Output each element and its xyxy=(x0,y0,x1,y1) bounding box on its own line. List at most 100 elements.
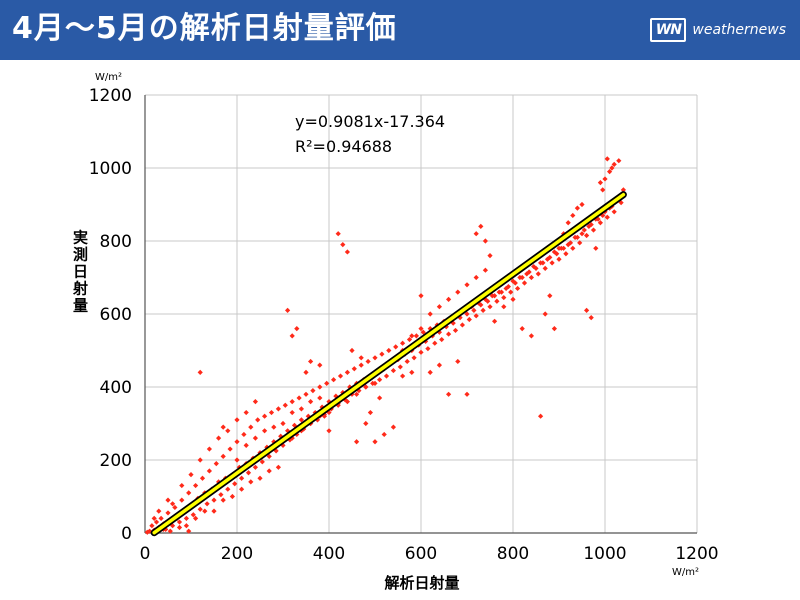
data-point xyxy=(176,524,183,531)
data-point xyxy=(239,475,245,481)
data-point xyxy=(413,333,419,339)
data-point xyxy=(193,482,199,489)
data-point xyxy=(179,482,185,489)
page-title: 4月〜5月の解析日射量評価 xyxy=(12,11,397,46)
data-point xyxy=(567,240,574,246)
data-point xyxy=(289,333,295,339)
data-point xyxy=(220,453,226,459)
data-point xyxy=(473,231,479,237)
data-point xyxy=(604,156,610,162)
y-tick-label: 1000 xyxy=(89,159,132,179)
data-point xyxy=(503,285,509,292)
data-point xyxy=(211,508,217,514)
data-point xyxy=(213,461,219,467)
data-point xyxy=(165,497,171,503)
data-point xyxy=(455,289,461,295)
data-point xyxy=(466,316,472,323)
data-point xyxy=(381,431,387,438)
data-point xyxy=(321,413,327,419)
data-point xyxy=(443,324,449,330)
data-point xyxy=(289,399,295,405)
x-tick-label: 200 xyxy=(221,544,253,564)
data-point xyxy=(455,358,461,365)
data-point xyxy=(528,333,534,339)
data-point xyxy=(563,251,569,257)
data-point xyxy=(597,180,603,186)
data-point xyxy=(199,475,206,481)
data-point xyxy=(487,253,493,259)
data-point xyxy=(521,280,528,286)
r-squared-label: R²=0.94688 xyxy=(295,137,392,156)
data-point xyxy=(620,187,626,193)
data-point xyxy=(510,278,516,284)
data-point xyxy=(340,242,346,248)
axis-labels: y=0.9081x-17.364 R²=0.94688 W/m² W/m² 解析日射量 実… xyxy=(71,72,699,592)
data-point xyxy=(464,282,470,288)
data-point xyxy=(439,336,445,343)
data-point xyxy=(183,523,189,529)
data-point xyxy=(508,289,514,295)
data-point xyxy=(225,428,231,434)
y-unit-label: W/m² xyxy=(95,72,122,83)
data-point xyxy=(268,409,275,416)
data-point xyxy=(584,232,590,239)
data-point xyxy=(377,377,383,383)
data-point xyxy=(176,519,183,525)
data-point xyxy=(574,234,580,240)
data-point xyxy=(519,274,525,281)
data-point xyxy=(457,315,463,321)
data-point xyxy=(349,347,355,354)
data-point xyxy=(519,326,525,332)
data-point xyxy=(298,417,304,423)
data-point xyxy=(324,380,330,386)
header-bar: 4月〜5月の解析日射量評価 WN weathernews xyxy=(0,0,800,60)
data-point xyxy=(206,446,212,452)
data-point xyxy=(505,284,511,290)
data-point xyxy=(561,245,567,251)
data-point xyxy=(409,333,415,339)
data-point xyxy=(344,399,350,405)
data-point xyxy=(234,439,240,445)
x-tick-label: 800 xyxy=(497,544,529,564)
data-point xyxy=(259,459,265,465)
data-point xyxy=(271,424,277,430)
data-point xyxy=(432,340,438,346)
data-point xyxy=(406,336,413,343)
data-point xyxy=(604,214,610,220)
data-point xyxy=(186,528,192,534)
data-point xyxy=(540,260,546,266)
data-point xyxy=(556,256,562,262)
data-point xyxy=(285,428,291,434)
data-point xyxy=(515,285,521,292)
data-point xyxy=(294,431,300,438)
data-point xyxy=(464,311,470,317)
data-point xyxy=(296,395,302,401)
data-point xyxy=(377,395,383,401)
y-tick-label: 400 xyxy=(100,378,132,398)
data-point xyxy=(584,307,590,313)
data-point xyxy=(252,435,258,441)
data-point xyxy=(531,263,537,270)
data-point xyxy=(206,468,212,474)
data-point xyxy=(487,304,493,310)
data-point xyxy=(262,413,268,419)
data-point xyxy=(298,406,304,412)
data-point xyxy=(409,369,415,375)
data-point xyxy=(340,389,346,396)
data-point xyxy=(149,523,155,529)
data-point xyxy=(404,358,410,365)
y-tick-label: 800 xyxy=(100,232,132,252)
data-point xyxy=(579,231,585,237)
data-point xyxy=(337,373,344,379)
y-tick-label: 1200 xyxy=(89,86,132,106)
data-point xyxy=(498,289,505,295)
data-point xyxy=(211,497,217,503)
data-point xyxy=(400,373,406,379)
data-point xyxy=(590,227,597,233)
data-point xyxy=(411,355,417,361)
data-point xyxy=(464,391,470,397)
data-point xyxy=(609,165,615,171)
data-point xyxy=(342,397,348,403)
data-point xyxy=(257,475,263,481)
data-point xyxy=(383,373,390,379)
